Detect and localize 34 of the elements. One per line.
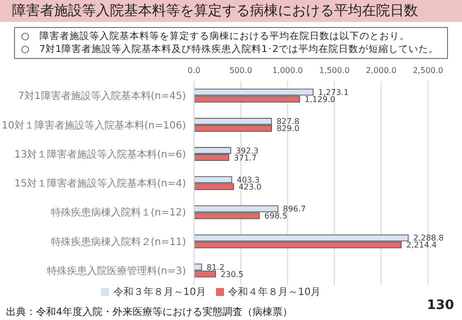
text: ○ 7対1障害者施設等入院基本料及び特殊疾患入院料1･2では平均在院日数が短縮していた。 — [21, 43, 440, 56]
text: ○ 障害者施設等入院基本料等を算定する病棟における平均在院日数は以下のとおり。 — [21, 30, 410, 43]
data-label: 81.2 — [206, 262, 224, 272]
data-label: 392.3 — [236, 146, 259, 156]
y-tick-label: 15対１障害者施設等入院基本料(n=4) — [14, 178, 186, 190]
y-tick-label: 特殊疾患入院医療管理料(n=3) — [47, 264, 186, 277]
data-label: 698.5 — [264, 212, 288, 221]
x-tick-label: 1,500.0 — [319, 66, 350, 75]
data-label: 827.8 — [276, 117, 300, 126]
data-label: 403.3 — [236, 175, 260, 184]
y-tick-label: 13対１障害者施設等入院基本料(n=6) — [14, 148, 186, 160]
data-label: 1,273.1 — [318, 88, 349, 97]
data-label: 829.0 — [276, 124, 300, 134]
x-tick-label: 1,000.0 — [272, 66, 303, 75]
y-tick-label: 10対１障害者施設等入院基本料(n=106) — [2, 119, 186, 132]
data-label: 2,288.8 — [413, 234, 444, 243]
y-tick-label: 特殊疾患病棟入院料２(n=11) — [50, 236, 186, 248]
data-label: 371.7 — [234, 153, 257, 162]
x-tick-label: 2,000.0 — [366, 66, 396, 75]
y-tick-label: 特殊疾患病棟入院料１(n=12) — [50, 206, 186, 219]
legend-label: 令和４年８月～10月 — [228, 287, 321, 298]
x-tick-label: 2,500.0 — [412, 66, 444, 75]
chart-title: 障害者施設等入院基本料等を算定する病棟における平均在院日数 — [0, 0, 462, 22]
data-label: 423.0 — [238, 182, 262, 192]
data-label: 1,129.0 — [304, 95, 336, 104]
x-tick-label: 0.0 — [188, 66, 200, 75]
data-label: 896.7 — [282, 204, 306, 214]
source-note: 出典：令和4年度入院・外来医療等における実態調査（病棟票） — [6, 306, 292, 319]
data-label: 2,214.4 — [406, 240, 437, 250]
data-label: 230.5 — [220, 270, 244, 279]
y-tick-label: 7対1障害者施設等入院基本料(n=45) — [18, 90, 186, 102]
text: 130 — [426, 298, 454, 313]
legend-label: 令和３年８月～10月 — [113, 287, 206, 298]
x-tick-label: 500.0 — [229, 66, 252, 75]
